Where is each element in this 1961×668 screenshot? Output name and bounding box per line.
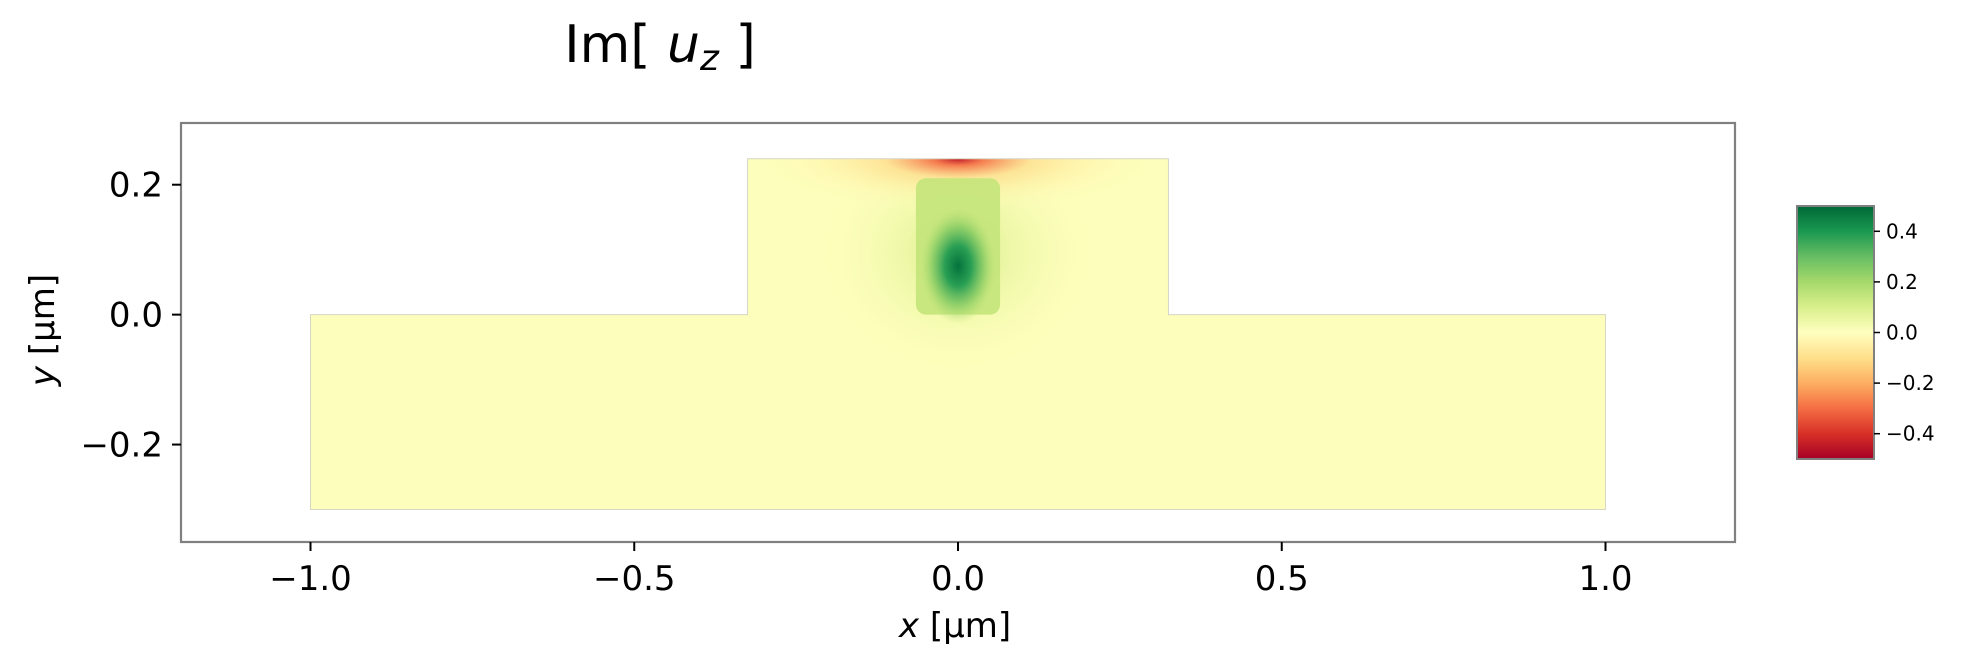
field-plot bbox=[310, 158, 1606, 511]
colorbar-tick-label: 0.2 bbox=[1886, 270, 1918, 294]
x-ticks: −1.0 −0.5 0.0 0.5 1.0 bbox=[269, 542, 1633, 599]
x-axis-unit: [μm] bbox=[919, 606, 1011, 646]
domain-outline bbox=[310, 158, 1606, 511]
colorbar-tick-label: −0.4 bbox=[1886, 422, 1935, 446]
colorbar-tick-label: 0.0 bbox=[1886, 321, 1918, 345]
x-axis-variable: x bbox=[898, 606, 920, 646]
y-tick-label: −0.2 bbox=[80, 426, 163, 466]
y-axis-variable: y bbox=[23, 365, 63, 387]
x-tick-label: 0.5 bbox=[1255, 559, 1309, 599]
x-axis-label: x [μm] bbox=[898, 606, 1011, 646]
field-peak bbox=[920, 207, 996, 324]
field-overlay bbox=[748, 158, 1168, 383]
y-tick-label: 0.2 bbox=[109, 166, 163, 206]
title-variable: u bbox=[667, 15, 700, 75]
colorbar: 0.4 0.2 0.0 −0.2 −0.4 bbox=[1796, 205, 1935, 460]
title-suffix: ] bbox=[719, 15, 756, 75]
colorbar-scale bbox=[1796, 205, 1875, 460]
top-minimum bbox=[748, 158, 1168, 214]
x-tick-label: −1.0 bbox=[269, 559, 352, 599]
chart-title: Im[ uz ] bbox=[564, 15, 756, 79]
y-tick-label: 0.0 bbox=[109, 296, 163, 336]
title-subscript: z bbox=[699, 38, 720, 79]
title-prefix: Im[ bbox=[564, 15, 667, 75]
y-axis-unit: [μm] bbox=[23, 274, 63, 366]
x-tick-label: 1.0 bbox=[1578, 559, 1632, 599]
colorbar-ticks: 0.4 0.2 0.0 −0.2 −0.4 bbox=[1874, 219, 1935, 446]
x-tick-label: −0.5 bbox=[593, 559, 676, 599]
colorbar-tick-label: −0.2 bbox=[1886, 371, 1935, 395]
x-tick-label: 0.0 bbox=[931, 559, 985, 599]
y-axis-label: y [μm] bbox=[23, 274, 63, 387]
colorbar-tick-label: 0.4 bbox=[1886, 219, 1918, 243]
y-ticks: −0.2 0.0 0.2 bbox=[80, 166, 181, 466]
